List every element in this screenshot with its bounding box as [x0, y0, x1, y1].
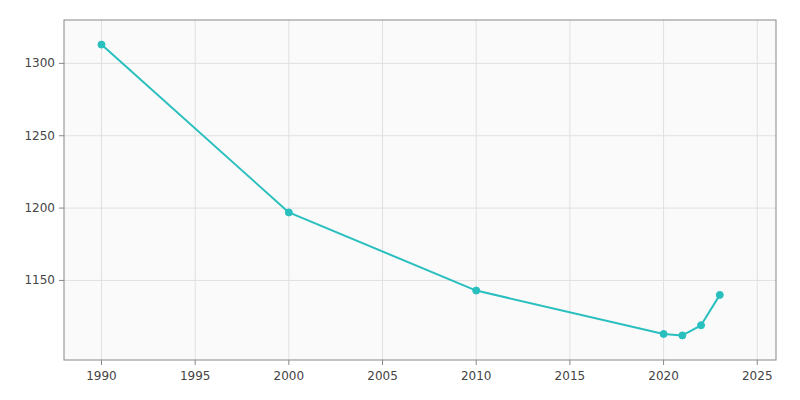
x-tick-label: 2020: [648, 369, 679, 383]
x-tick: [569, 360, 570, 365]
x-tick-label: 1990: [86, 369, 117, 383]
marker: [473, 287, 480, 294]
series: [98, 41, 723, 339]
chart-svg: 1990 1995 2000 2005 2010 2015 2020 2025 1150 1200…: [0, 0, 800, 400]
x-grid-line: [569, 20, 570, 360]
y-tick: [59, 208, 64, 209]
x-tick: [663, 360, 664, 365]
x-grid-line: [663, 20, 664, 360]
x-tick-label: 2025: [742, 369, 773, 383]
x-tick-label: 2010: [461, 369, 492, 383]
marker: [98, 41, 105, 48]
marker: [698, 322, 705, 329]
x-tick: [382, 360, 383, 365]
plot-frame: [64, 20, 776, 360]
y-tick-label: 1200: [24, 201, 55, 215]
tick-labels: 1990 1995 2000 2005 2010 2015 2020 2025 1150 1200…: [24, 56, 772, 383]
x-tick-label: 2005: [367, 369, 398, 383]
y-tick: [59, 135, 64, 136]
x-tick-label: 2000: [274, 369, 305, 383]
x-grid-line: [288, 20, 289, 360]
grid: [59, 20, 776, 365]
y-tick-label: 1150: [24, 273, 55, 287]
y-grid-line: [64, 208, 776, 209]
y-tick: [59, 63, 64, 64]
x-grid-line: [757, 20, 758, 360]
x-tick-label: 1995: [180, 369, 211, 383]
y-tick-label: 1300: [24, 56, 55, 70]
y-tick-label: 1250: [24, 129, 55, 143]
marker: [716, 291, 723, 298]
x-tick: [757, 360, 758, 365]
x-tick: [101, 360, 102, 365]
marker: [285, 209, 292, 216]
x-grid-line: [382, 20, 383, 360]
x-grid-line: [476, 20, 477, 360]
x-grid-line: [195, 20, 196, 360]
line: [101, 45, 719, 336]
marker: [679, 332, 686, 339]
x-grid-line: [101, 20, 102, 360]
y-grid-line: [64, 63, 776, 64]
y-tick: [59, 280, 64, 281]
x-tick: [476, 360, 477, 365]
marker: [660, 330, 667, 337]
y-grid-line: [64, 135, 776, 136]
x-tick: [288, 360, 289, 365]
y-grid-line: [64, 280, 776, 281]
plot-area: [64, 20, 776, 360]
x-tick: [195, 360, 196, 365]
chart-container: 1990 1995 2000 2005 2010 2015 2020 2025 1150 1200…: [0, 0, 800, 400]
x-tick-label: 2015: [555, 369, 586, 383]
